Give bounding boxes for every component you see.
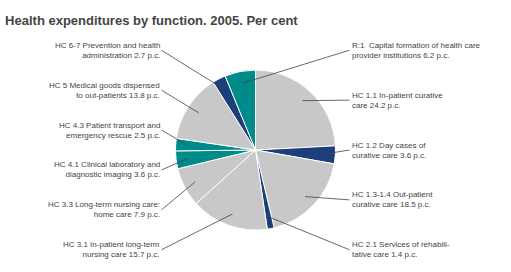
svg-text:HC 1.1 In-patient curativecare: HC 1.1 In-patient curativecare 24.2 p.c. [352,91,443,110]
svg-text:HC 3.1 In-patient long-termnur: HC 3.1 In-patient long-termnursing care … [63,240,160,259]
svg-text:HC 4.1 Clinical laboratory and: HC 4.1 Clinical laboratory anddiagnostic… [54,160,160,179]
svg-text:HC 6-7 Prevention and healthad: HC 6-7 Prevention and healthadministrati… [55,41,160,60]
svg-text:HC 5 Medical goods dispensedto: HC 5 Medical goods dispensedto out-patie… [49,81,160,100]
svg-text:HC 2.1 Services of rehabili-ta: HC 2.1 Services of rehabili-tative care … [352,240,450,259]
svg-text:HC 3.3 Long-term nursing care:: HC 3.3 Long-term nursing care:home care … [48,200,160,219]
svg-text:HC 4.3 Patient transport andem: HC 4.3 Patient transport andemergency re… [59,121,160,140]
svg-text:HC 1.3-1.4 Out-patientcurative: HC 1.3-1.4 Out-patientcurative care 18.5… [352,190,433,209]
svg-text:R:1 Capital formation of heal: R:1 Capital formation of health careprov… [352,41,481,60]
svg-text:HC 1.2 Day cases ofcurative ca: HC 1.2 Day cases ofcurative care 3.6 p.c… [352,141,426,160]
svg-text:Health expenditures by functio: Health expenditures by function. 2005. P… [5,13,298,28]
